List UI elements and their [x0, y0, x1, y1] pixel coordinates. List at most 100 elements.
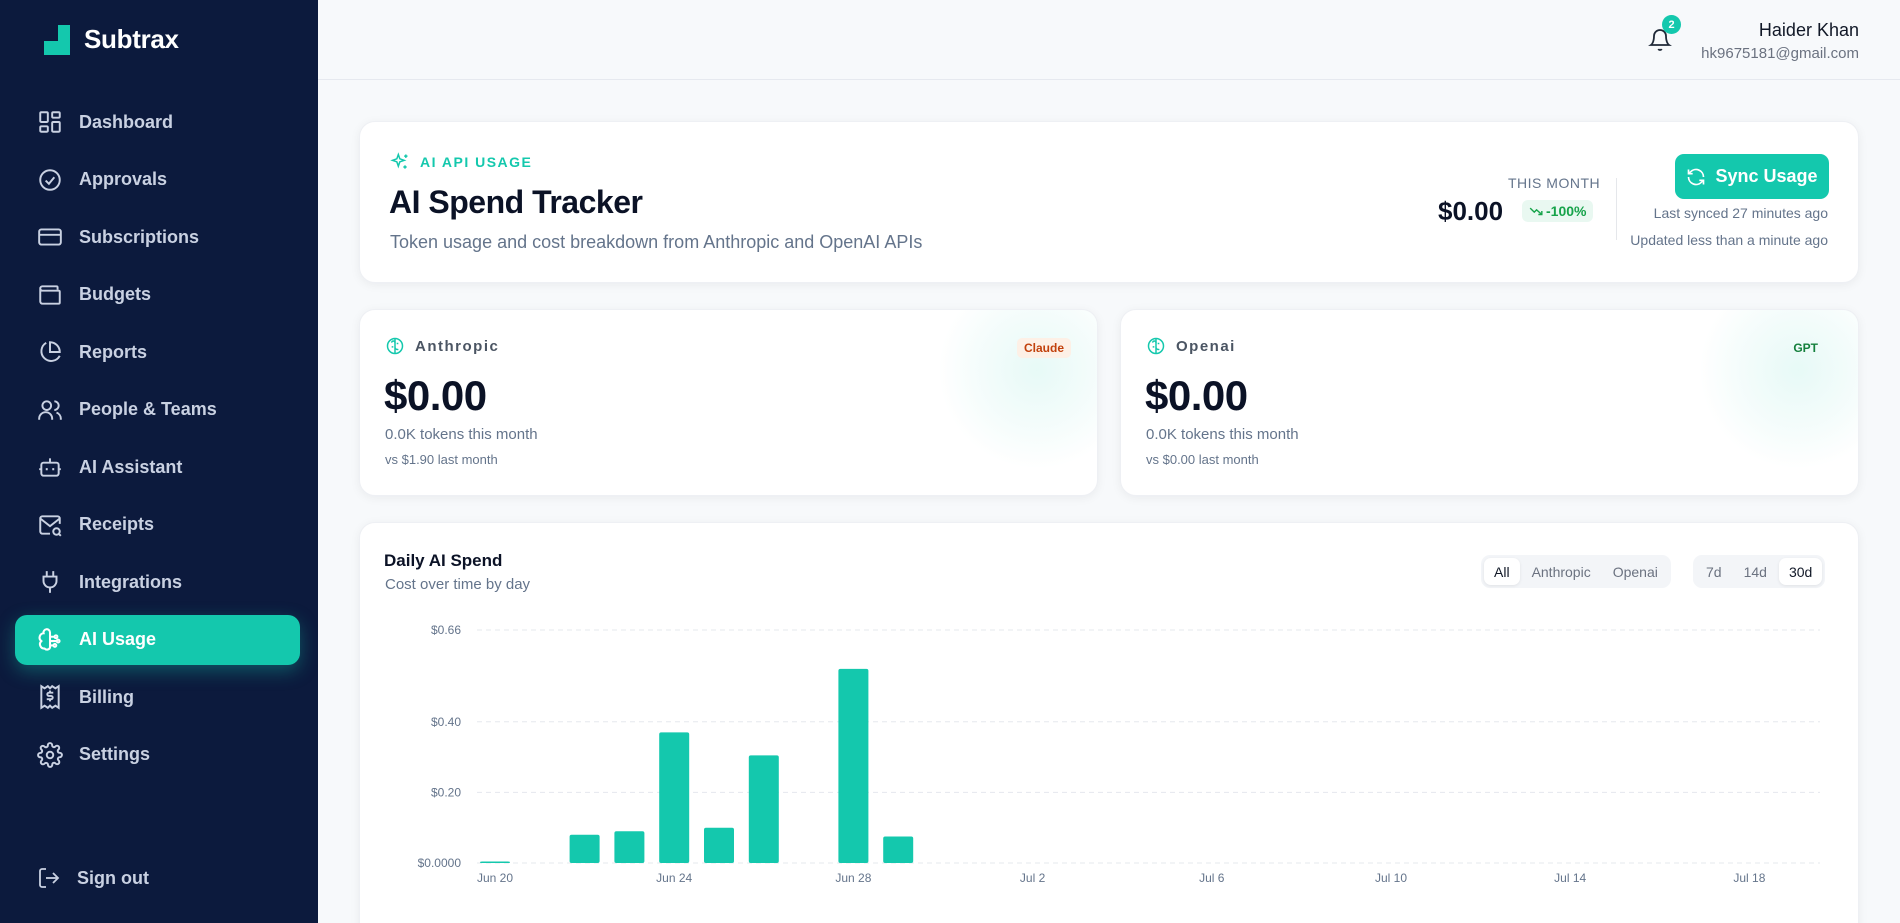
page-subtitle: Token usage and cost breakdown from Anth…	[390, 232, 923, 252]
range-7d[interactable]: 7d	[1706, 563, 1722, 580]
chart-bar	[480, 861, 510, 863]
x-tick-label: Jul 10	[1375, 871, 1407, 885]
sidebar-item-reports[interactable]: Reports	[15, 327, 300, 377]
sidebar: Subtrax Dashboard Approvals Subscription…	[0, 0, 318, 923]
this-month-label: THIS MONTH	[1508, 175, 1601, 191]
mail-search-icon	[39, 514, 62, 537]
refresh-icon	[1688, 168, 1705, 185]
chart-bar	[614, 831, 645, 863]
hero-kicker-text: AI API USAGE	[420, 154, 533, 170]
sync-usage-button[interactable]: Sync Usage	[1675, 154, 1829, 199]
user-menu[interactable]: Haider Khan hk9675181@gmail.com	[1701, 20, 1859, 62]
brain-icon	[38, 627, 61, 651]
provider-amount: $0.00	[1145, 372, 1248, 419]
log-out-icon	[39, 868, 60, 888]
provider-comparison: vs $0.00 last month	[1146, 452, 1259, 467]
daily-spend-chart: $0.0000 $0.20 $0.40 $0.66 Jun 20 Jun 24 Jun 28…	[418, 623, 1820, 885]
credit-card-icon	[38, 228, 62, 246]
chart-subtitle: Cost over time by day	[385, 576, 531, 593]
brain-icon	[386, 337, 404, 355]
sidebar-item-label: Billing	[79, 686, 134, 707]
sidebar-item-label: Integrations	[79, 571, 183, 592]
sidebar-item-receipts[interactable]: Receipts	[15, 500, 300, 550]
provider-name: Anthropic	[415, 337, 500, 355]
users-icon	[38, 399, 62, 420]
gear-icon	[37, 741, 63, 768]
sidebar-item-label: Dashboard	[79, 111, 174, 132]
sidebar-item-label: Subscriptions	[79, 226, 200, 247]
sign-out-label: Sign out	[77, 867, 149, 888]
bell-icon[interactable]	[1648, 28, 1672, 52]
sidebar-item-label: Receipts	[79, 514, 155, 534]
user-email: hk9675181@gmail.com	[1701, 45, 1859, 62]
provider-card-anthropic: Anthropic Claude $0.00 0.0K tokens this …	[359, 309, 1098, 496]
provider-header: Openai	[1146, 336, 1236, 356]
provider-header: Anthropic	[385, 336, 499, 356]
sidebar-item-settings[interactable]: Settings	[15, 730, 300, 780]
sidebar-item-ai-usage[interactable]: AI Usage	[15, 614, 300, 665]
page-title: AI Spend Tracker	[389, 184, 643, 220]
month-change-badge: -100%	[1522, 200, 1594, 222]
provider-name: Openai	[1176, 337, 1236, 355]
updated-text: Updated less than a minute ago	[1630, 232, 1828, 248]
chart-bar	[838, 668, 869, 863]
trend-down-icon	[1529, 207, 1543, 216]
last-synced-text: Last synced 27 minutes ago	[1653, 205, 1828, 221]
x-tick-label: Jun 24	[656, 871, 692, 885]
chart-bar	[883, 836, 914, 863]
provider-tokens: 0.0K tokens this month	[1146, 426, 1299, 443]
y-tick-label: $0.66	[431, 623, 461, 637]
provider-comparison: vs $1.90 last month	[385, 452, 498, 467]
this-month-value: $0.00	[1438, 196, 1504, 226]
notification-badge: 2	[1662, 15, 1681, 34]
sidebar-item-label: Reports	[79, 341, 148, 362]
y-tick-label: $0.0000	[418, 856, 462, 870]
brand-logo-icon	[44, 24, 70, 55]
sidebar-item-budgets[interactable]: Budgets	[15, 270, 300, 320]
bot-icon	[39, 458, 61, 477]
topbar: 2 Haider Khan hk9675181@gmail.com	[318, 0, 1900, 80]
range-14d[interactable]: 14d	[1743, 563, 1767, 580]
sidebar-item-label: Approvals	[79, 169, 168, 189]
receipt-dollar-icon	[40, 684, 60, 710]
provider-amount: $0.00	[384, 372, 487, 419]
chart-title: Daily AI Spend	[384, 551, 503, 570]
user-name: Haider Khan	[1758, 20, 1859, 40]
sidebar-item-label: AI Usage	[79, 629, 157, 649]
sparkles-icon	[390, 152, 408, 169]
sidebar-item-billing[interactable]: Billing	[15, 672, 300, 722]
ai-spend-hero-card: AI API USAGE AI Spend Tracker Token usag…	[359, 121, 1859, 283]
sign-out-button[interactable]: Sign out	[15, 853, 300, 903]
daily-spend-chart-card: $0.0000 $0.20 $0.40 $0.66 Jun 20 Jun 24 Jun 28…	[359, 522, 1859, 923]
hero-divider	[1616, 178, 1617, 240]
filter-anthropic[interactable]: Anthropic	[1531, 563, 1591, 580]
sidebar-item-ai-assistant[interactable]: AI Assistant	[15, 442, 300, 492]
y-tick-label: $0.40	[431, 715, 461, 729]
sidebar-item-approvals[interactable]: Approvals	[15, 155, 300, 205]
provider-tag: GPT	[1793, 341, 1818, 355]
wallet-icon	[39, 284, 61, 305]
sidebar-item-people-teams[interactable]: People & Teams	[15, 385, 300, 435]
sidebar-item-label: Settings	[79, 744, 151, 764]
sidebar-nav: Dashboard Approvals Subscriptions Budget…	[15, 97, 300, 787]
brain-icon	[1147, 337, 1165, 355]
provider-filter: All Anthropic Openai	[1481, 555, 1671, 588]
month-change-value: -100%	[1546, 203, 1587, 219]
sidebar-item-subscriptions[interactable]: Subscriptions	[15, 212, 300, 262]
chart-bar	[748, 755, 779, 863]
range-30d[interactable]: 30d	[1778, 558, 1823, 585]
chart-bar	[569, 834, 600, 863]
filter-openai[interactable]: Openai	[1612, 563, 1658, 580]
sidebar-item-dashboard[interactable]: Dashboard	[15, 97, 300, 147]
card-glow	[1698, 310, 1858, 470]
brand[interactable]: Subtrax	[44, 24, 179, 55]
card-glow	[937, 310, 1097, 470]
sidebar-item-integrations[interactable]: Integrations	[15, 557, 300, 607]
filter-all[interactable]: All	[1484, 558, 1520, 585]
x-tick-label: Jun 28	[835, 871, 871, 885]
sidebar-item-label: Budgets	[79, 284, 151, 304]
dashboard-icon	[39, 111, 61, 133]
hero-kicker: AI API USAGE	[390, 152, 532, 172]
x-tick-label: Jul 14	[1554, 871, 1586, 885]
pie-chart-icon	[40, 341, 61, 362]
